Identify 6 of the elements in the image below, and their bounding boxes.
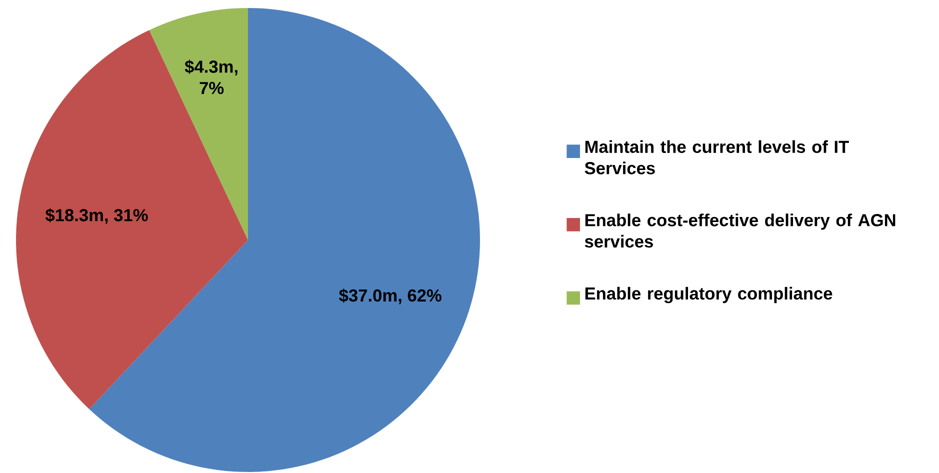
data-label: $18.3m, 31% — [45, 208, 148, 224]
data-label: $4.3m, 7% — [184, 60, 238, 94]
legend-label: Maintain the current levels of IT Services — [584, 140, 849, 174]
data-label: $37.0m, 62% — [339, 288, 442, 304]
legend-label: Enable cost-effective delivery of AGN services — [584, 214, 896, 248]
legend-label: Enable regulatory compliance — [585, 286, 832, 304]
